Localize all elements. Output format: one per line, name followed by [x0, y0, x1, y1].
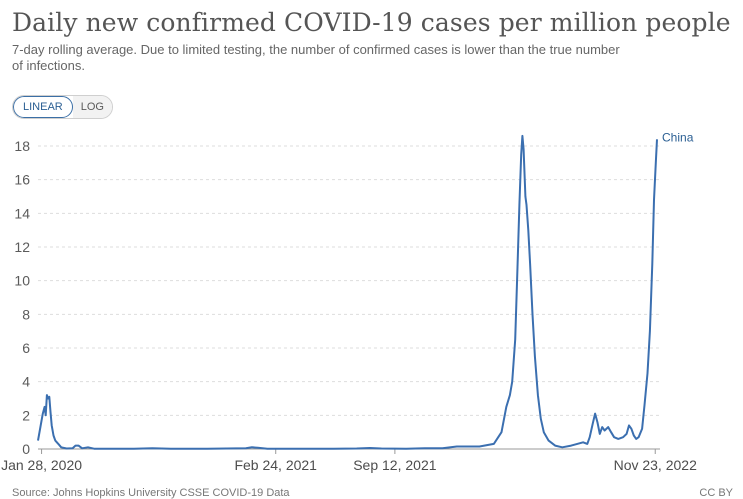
y-tick-label: 0 — [22, 441, 30, 457]
x-tick-label: Jan 28, 2020 — [1, 457, 82, 473]
y-tick-label: 14 — [14, 205, 30, 221]
x-axis-ticks: Jan 28, 2020 Feb 24, 2021 Sep 12, 2021 Nov … — [1, 449, 697, 473]
series-line-china[interactable] — [37, 134, 658, 450]
scale-toggle: LINEAR LOG — [12, 95, 113, 119]
y-tick-label: 4 — [22, 374, 30, 390]
y-tick-label: 6 — [22, 340, 30, 356]
y-tick-label: 8 — [22, 306, 30, 322]
x-tick-label: Sep 12, 2021 — [353, 457, 437, 473]
y-tick-label: 18 — [14, 138, 30, 154]
chart-subtitle: 7-day rolling average. Due to limited te… — [12, 42, 620, 73]
license-note: CC BY — [699, 487, 733, 499]
y-tick-label: 16 — [14, 172, 30, 188]
y-tick-label: 2 — [22, 407, 30, 423]
linear-scale-button[interactable]: LINEAR — [13, 96, 73, 118]
y-axis-ticks: 0 2 4 6 8 10 12 14 16 18 — [14, 138, 30, 457]
x-tick-label: Nov 23, 2022 — [614, 457, 697, 473]
log-scale-button[interactable]: LOG — [72, 96, 112, 118]
source-note: Source: Johns Hopkins University CSSE CO… — [12, 487, 290, 499]
chart-title: Daily new confirmed COVID-19 cases per m… — [12, 8, 731, 37]
y-tick-label: 12 — [14, 239, 30, 255]
x-tick-label: Feb 24, 2021 — [234, 457, 317, 473]
grid-lines — [38, 145, 660, 450]
series-label: China — [662, 130, 694, 144]
series-layer: China — [37, 130, 694, 450]
y-tick-label: 10 — [14, 273, 30, 289]
